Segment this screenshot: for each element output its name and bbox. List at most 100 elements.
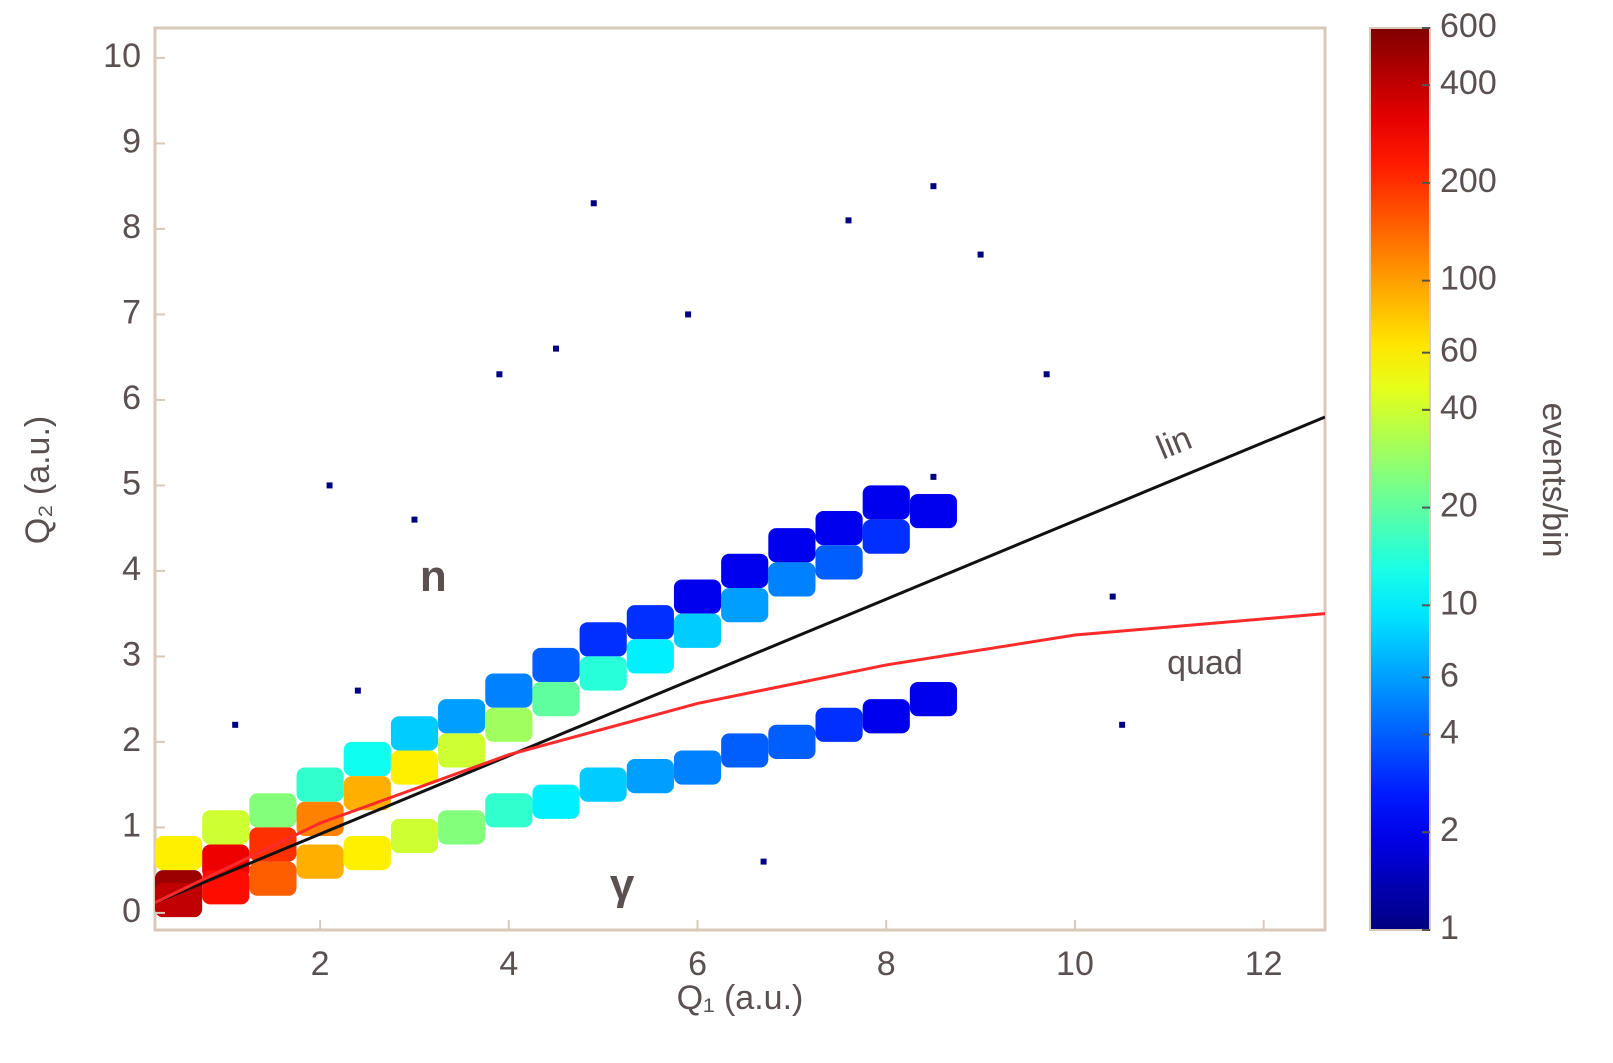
bin xyxy=(390,716,439,751)
colorbar-tick-label: 60 xyxy=(1440,332,1478,370)
colorbar-tick-label: 400 xyxy=(1440,64,1497,102)
bin xyxy=(390,750,439,785)
bin xyxy=(532,784,580,819)
colorbar-tick-label: 6 xyxy=(1440,656,1459,694)
bin xyxy=(411,516,418,523)
x-tick-label: 2 xyxy=(311,945,330,983)
bin xyxy=(1109,593,1116,600)
colorbar-tick-label: 2 xyxy=(1440,811,1459,849)
bin xyxy=(249,861,297,896)
annotation: n xyxy=(420,552,447,601)
fit-line xyxy=(155,415,1325,905)
colorbar-tick-label: 4 xyxy=(1440,714,1459,752)
bin xyxy=(1119,721,1126,728)
bin xyxy=(590,200,597,207)
bin xyxy=(862,485,910,520)
bin xyxy=(438,810,486,845)
colorbar-tick-label: 40 xyxy=(1440,389,1478,427)
bin xyxy=(354,687,361,694)
y-axis-label: Q₂ (a.u.) xyxy=(19,416,57,544)
bin xyxy=(768,562,816,597)
bin xyxy=(232,721,239,728)
y-tick-label: 4 xyxy=(122,550,141,588)
bin xyxy=(438,699,486,734)
colorbar-tick-label: 600 xyxy=(1440,7,1497,45)
y-tick-label: 0 xyxy=(122,892,141,930)
colorbar-tick-label: 10 xyxy=(1440,584,1478,622)
bin xyxy=(326,482,333,489)
bin xyxy=(815,707,863,742)
colorbar-tick-label: 100 xyxy=(1440,260,1497,298)
bin xyxy=(721,588,769,623)
bin xyxy=(485,793,533,828)
colorbar-label: events/bin xyxy=(1535,403,1573,558)
bin xyxy=(685,311,692,318)
bin xyxy=(760,858,767,865)
bin xyxy=(626,639,674,674)
x-tick-label: 10 xyxy=(1056,945,1094,983)
bin xyxy=(532,647,580,683)
colorbar-tick-label: 200 xyxy=(1440,162,1497,200)
colorbar-tick-label: 1 xyxy=(1440,909,1459,947)
bin xyxy=(390,818,439,854)
bin xyxy=(155,882,203,918)
bin xyxy=(930,473,937,480)
bin xyxy=(202,810,250,845)
bin xyxy=(768,724,816,760)
bin xyxy=(496,371,503,378)
bin xyxy=(485,673,533,708)
bin xyxy=(977,251,984,258)
bin xyxy=(930,183,937,190)
plot-content xyxy=(155,183,1325,918)
x-axis-label: Q₁ (a.u.) xyxy=(677,979,804,1017)
bin xyxy=(249,793,297,828)
colorbar-tick-label: 20 xyxy=(1440,487,1478,525)
bin xyxy=(438,733,486,768)
y-tick-label: 1 xyxy=(122,806,141,844)
y-tick-label: 9 xyxy=(122,122,141,160)
bin xyxy=(862,699,910,734)
y-tick-label: 7 xyxy=(122,293,141,331)
bin xyxy=(768,528,816,563)
bin xyxy=(673,613,722,648)
y-tick-label: 6 xyxy=(122,379,141,417)
bin xyxy=(845,217,852,224)
bin xyxy=(155,835,203,871)
bin xyxy=(485,707,533,742)
fit-line xyxy=(155,612,1325,904)
x-tick-label: 8 xyxy=(877,945,896,983)
y-tick-label: 5 xyxy=(122,464,141,502)
bin xyxy=(909,682,958,717)
colorbar xyxy=(1369,27,1431,931)
bin xyxy=(673,750,722,785)
bin xyxy=(626,759,674,794)
bin xyxy=(532,682,580,717)
annotation: γ xyxy=(610,860,635,909)
bin xyxy=(721,553,769,589)
y-tick-label: 10 xyxy=(103,37,141,75)
y-tick-label: 3 xyxy=(122,635,141,673)
bin xyxy=(815,511,863,546)
x-tick-label: 6 xyxy=(688,945,707,983)
bin xyxy=(1043,371,1050,378)
bin xyxy=(626,605,674,640)
bin xyxy=(673,579,722,614)
bin xyxy=(553,345,560,352)
bin xyxy=(815,545,863,580)
x-tick-label: 12 xyxy=(1245,945,1283,983)
bin xyxy=(579,767,627,802)
bin xyxy=(343,835,391,871)
bin xyxy=(343,741,391,777)
bin xyxy=(296,767,344,802)
y-tick-label: 2 xyxy=(122,721,141,759)
x-tick-label: 4 xyxy=(499,945,518,983)
bin xyxy=(909,493,958,529)
bin xyxy=(862,519,910,554)
bin xyxy=(296,844,344,879)
bin xyxy=(579,656,627,691)
line-label: quad xyxy=(1167,644,1243,682)
y-tick-label: 8 xyxy=(122,208,141,246)
bin xyxy=(579,622,627,657)
bin xyxy=(721,733,769,768)
